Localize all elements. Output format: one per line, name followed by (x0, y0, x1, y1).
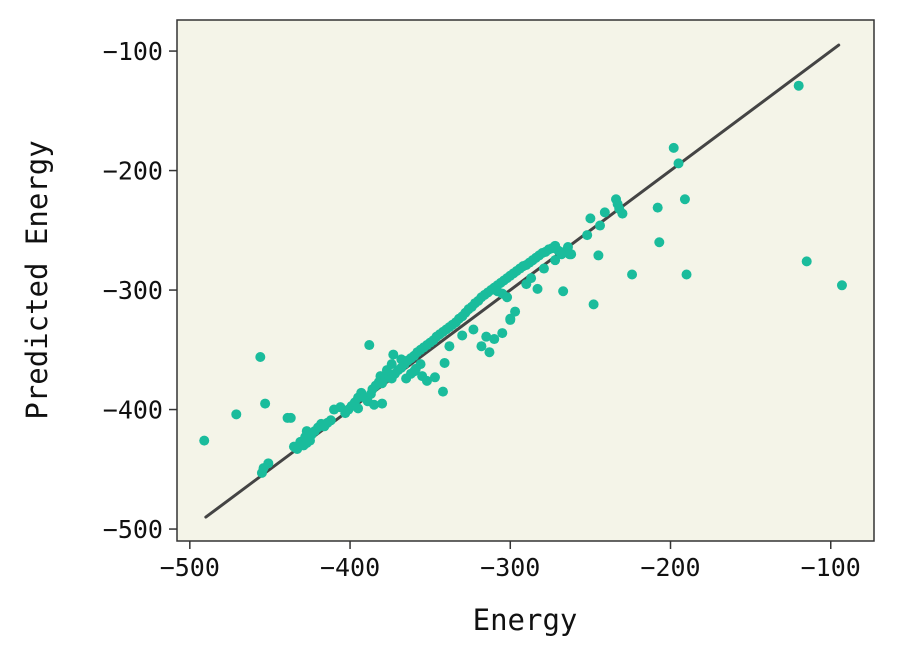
data-point (627, 269, 638, 280)
data-point (505, 314, 516, 325)
data-point (599, 207, 610, 218)
x-tick-label: −100 (801, 553, 861, 582)
data-point (377, 378, 388, 389)
y-tick-label: −200 (103, 157, 163, 186)
data-point (679, 194, 690, 205)
data-point (497, 328, 508, 339)
data-point (489, 334, 500, 345)
data-point (595, 220, 606, 231)
x-tick-label: −400 (320, 553, 380, 582)
data-point (532, 283, 543, 294)
data-point (439, 357, 450, 368)
x-tick-label: −200 (640, 553, 700, 582)
data-point (801, 256, 812, 267)
data-point (681, 269, 692, 280)
x-axis-ticks: −500 −400 −300 −200 −100 (160, 541, 861, 582)
data-point (476, 341, 487, 352)
data-point (353, 403, 364, 414)
data-point (260, 398, 271, 409)
data-point (617, 208, 628, 219)
data-point (255, 351, 266, 362)
data-point (396, 354, 407, 365)
x-tick-label: −300 (480, 553, 540, 582)
data-point (377, 398, 388, 409)
y-axis-label: Predicted Energy (20, 140, 54, 419)
data-point (550, 255, 561, 266)
data-point (369, 399, 380, 410)
plot-frame (176, 19, 875, 542)
data-point (437, 386, 448, 397)
data-point (405, 368, 416, 379)
data-point (510, 306, 521, 317)
data-point (381, 365, 392, 376)
y-axis-ticks: −500 −400 −300 −200 −100 (103, 37, 177, 544)
y-tick-label: −500 (103, 515, 163, 544)
data-point (585, 213, 596, 224)
data-point (481, 331, 492, 342)
data-point (364, 340, 375, 351)
data-point (484, 347, 495, 358)
data-point (421, 375, 432, 386)
data-point (468, 324, 479, 335)
data-point (652, 202, 663, 213)
y-tick-label: −400 (103, 396, 163, 425)
data-point (388, 349, 399, 360)
data-point (457, 330, 468, 341)
data-point (564, 249, 575, 260)
data-point (300, 432, 311, 443)
y-tick-label: −300 (103, 276, 163, 305)
data-point (558, 286, 569, 297)
data-point (538, 263, 549, 274)
data-point (654, 237, 665, 248)
x-tick-label: −500 (160, 553, 220, 582)
data-point (593, 250, 604, 261)
data-point (263, 458, 274, 469)
data-point (673, 158, 684, 169)
data-point (231, 409, 242, 420)
data-point (793, 80, 804, 91)
data-point (285, 412, 296, 423)
data-point (526, 273, 537, 284)
x-axis-label: Energy (473, 603, 578, 637)
data-point (582, 230, 593, 241)
data-point (502, 292, 513, 303)
data-point (429, 372, 440, 383)
data-point (325, 415, 336, 426)
data-point (836, 280, 847, 291)
data-point (668, 142, 679, 153)
data-point (444, 341, 455, 352)
y-tick-label: −100 (103, 37, 163, 66)
data-point (588, 299, 599, 310)
data-point (199, 435, 210, 446)
scatter-points (199, 80, 847, 478)
